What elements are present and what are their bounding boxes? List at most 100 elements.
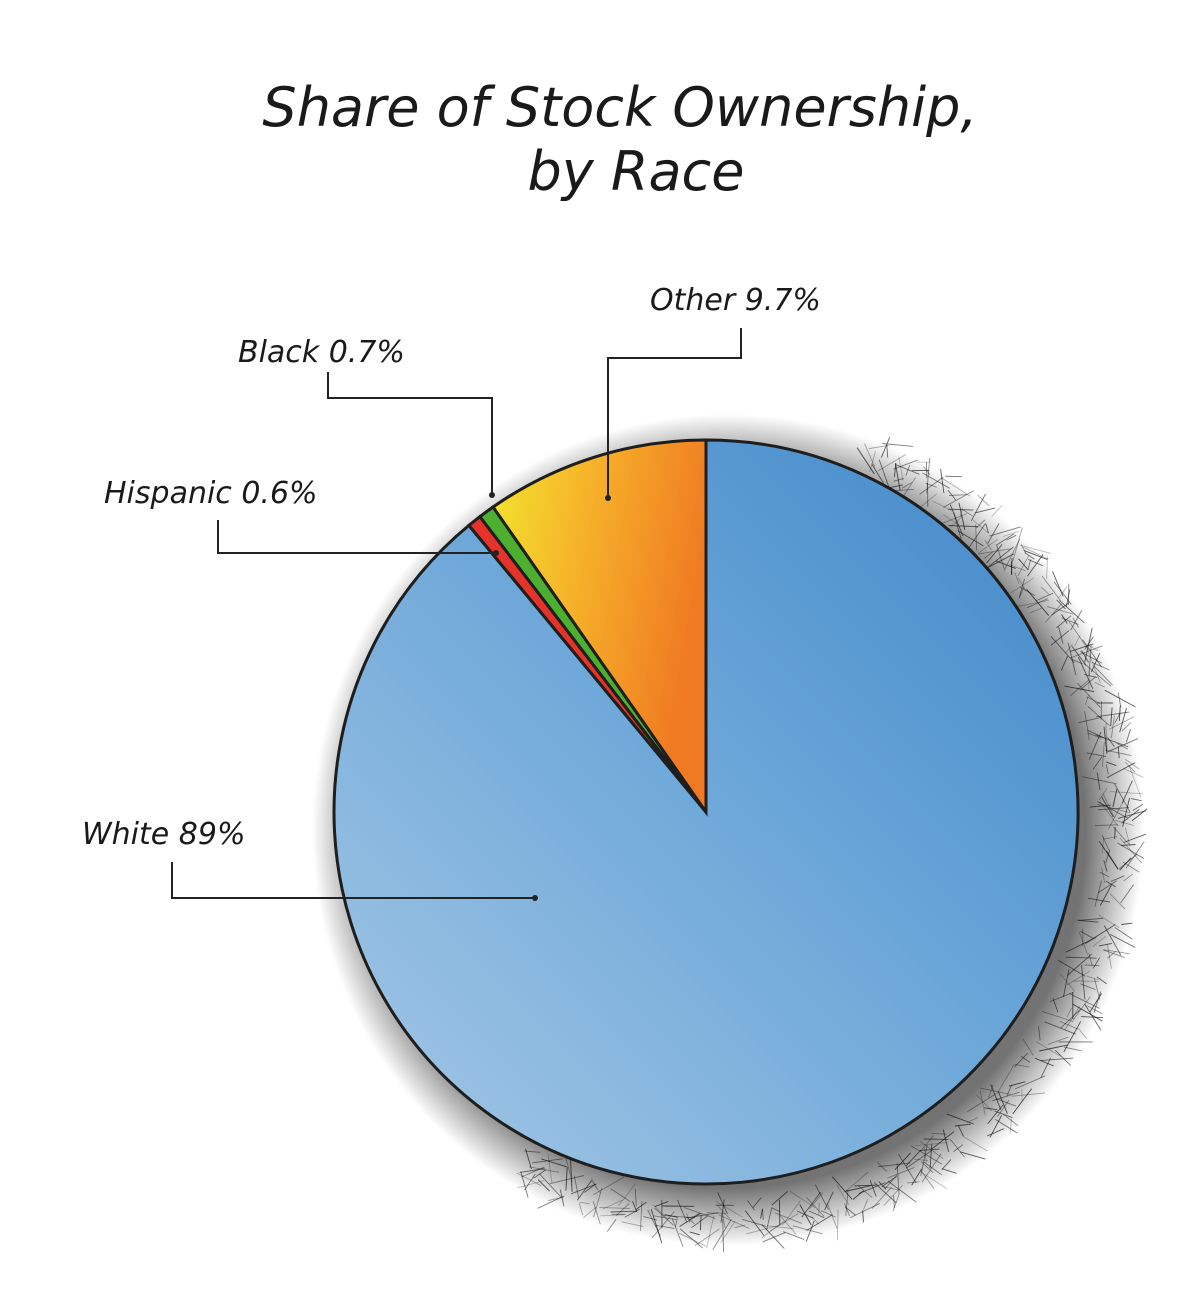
hatch-stroke (887, 1180, 917, 1203)
hatch-stroke (1036, 1041, 1062, 1057)
hatch-stroke (1089, 993, 1102, 1013)
hatch-stroke (1072, 1003, 1103, 1022)
hatch-stroke (1114, 712, 1121, 724)
hatch-stroke (752, 1197, 762, 1208)
hatch-stroke (975, 524, 978, 551)
hatch-stroke (1020, 544, 1027, 555)
hatch-stroke (878, 459, 891, 492)
hatch-stroke (615, 1203, 630, 1216)
hatch-stroke (1100, 884, 1112, 906)
hatch-stroke (893, 477, 904, 482)
hatch-stroke (1089, 804, 1112, 808)
hatch-stroke (984, 551, 994, 559)
hatch-stroke (1128, 765, 1142, 798)
hatch-stroke (1066, 1007, 1073, 1018)
hatch-stroke (1086, 696, 1101, 704)
hatch-stroke (1092, 957, 1101, 969)
hatch-stroke (1117, 746, 1120, 759)
hatch-stroke (929, 1143, 933, 1169)
leader-line-hispanic (217, 520, 496, 554)
hatch-stroke (1067, 642, 1077, 675)
hatch-stroke (1082, 639, 1103, 668)
hatch-stroke (1087, 897, 1111, 903)
hatch-stroke (948, 508, 974, 511)
hatch-stroke (699, 1214, 702, 1231)
label-white: White 89% (82, 817, 245, 852)
hatch-stroke (1014, 1075, 1046, 1090)
hatch-stroke (1084, 627, 1093, 663)
hatch-stroke (1131, 798, 1142, 802)
hatch-stroke (1063, 1021, 1082, 1053)
hatch-stroke (1125, 728, 1131, 743)
leader-dot-hispanic (493, 550, 499, 556)
hatch-stroke (712, 1219, 732, 1251)
hatch-stroke (919, 1148, 940, 1151)
hatch-stroke (1121, 922, 1133, 925)
hatch-stroke (949, 1138, 965, 1158)
hatch-stroke (1045, 603, 1062, 623)
hatch-stroke (986, 553, 1015, 569)
hatch-stroke (1092, 935, 1107, 947)
hatch-stroke (706, 1215, 715, 1249)
hatch-stroke (674, 1217, 678, 1228)
hatch-stroke (606, 1219, 617, 1232)
hatch-stroke (1072, 996, 1091, 1021)
hatch-stroke (1070, 645, 1103, 659)
hatch-stroke (862, 1210, 864, 1223)
hatch-stroke (1097, 807, 1130, 811)
hatch-stroke (591, 1177, 598, 1190)
hatch-stroke (979, 1090, 986, 1116)
hatch-stroke (1096, 976, 1107, 985)
hatch-stroke (1114, 927, 1133, 940)
label-other: Other 9.7% (650, 283, 821, 318)
hatch-stroke (747, 1200, 755, 1211)
hatch-stroke (742, 1218, 767, 1227)
hatch-stroke (1035, 592, 1054, 602)
hatch-stroke (826, 1202, 838, 1229)
leader-lines (171, 328, 742, 901)
hatch-stroke (996, 533, 1015, 546)
hatch-stroke (898, 456, 904, 481)
hatch-stroke (1101, 796, 1114, 818)
hatch-stroke (1088, 952, 1093, 967)
hatch-stroke (1124, 761, 1136, 773)
hatch-stroke (901, 482, 912, 489)
hatch-stroke (1006, 1084, 1013, 1097)
hatch-stroke (966, 1116, 979, 1123)
hatch-stroke (1067, 953, 1092, 976)
hatch-stroke (1084, 924, 1116, 944)
hatch-stroke (1012, 527, 1023, 562)
hatch-stroke (1102, 836, 1105, 853)
hatch-stroke (1057, 959, 1086, 977)
hatch-stroke (962, 1135, 988, 1152)
hatch-stroke (1119, 853, 1138, 869)
hatch-stroke (973, 519, 989, 534)
hatch-stroke (948, 525, 979, 528)
hatch-stroke (1121, 722, 1132, 732)
hatch-stroke (836, 1209, 839, 1241)
hatch-stroke (592, 1201, 601, 1225)
leader-dot-other (605, 495, 611, 501)
hatch-stroke (946, 1113, 974, 1125)
hatch-stroke (1077, 682, 1101, 709)
hatch-stroke (1026, 589, 1050, 616)
hatch-stroke (1018, 558, 1029, 571)
hatch-stroke (621, 1221, 644, 1227)
hatch-stroke (1110, 934, 1136, 948)
hatch-stroke (1072, 617, 1079, 628)
hatch-stroke (893, 1195, 895, 1209)
hatch-stroke (905, 464, 911, 476)
hatch-stroke (1046, 556, 1048, 579)
hatch-stroke (547, 1154, 553, 1183)
hatch-stroke (1084, 1003, 1102, 1031)
hatch-stroke (1115, 819, 1134, 826)
hatch-stroke (655, 1224, 675, 1229)
hatch-stroke (896, 1162, 900, 1194)
hatch-stroke (632, 1201, 638, 1213)
hatch-stroke (984, 1107, 998, 1111)
hatch-stroke (1064, 644, 1073, 654)
hatch-stroke (1078, 1028, 1087, 1039)
hatch-stroke (920, 1145, 928, 1176)
hatch-stroke (1078, 716, 1102, 724)
hatch-stroke (548, 1196, 564, 1202)
